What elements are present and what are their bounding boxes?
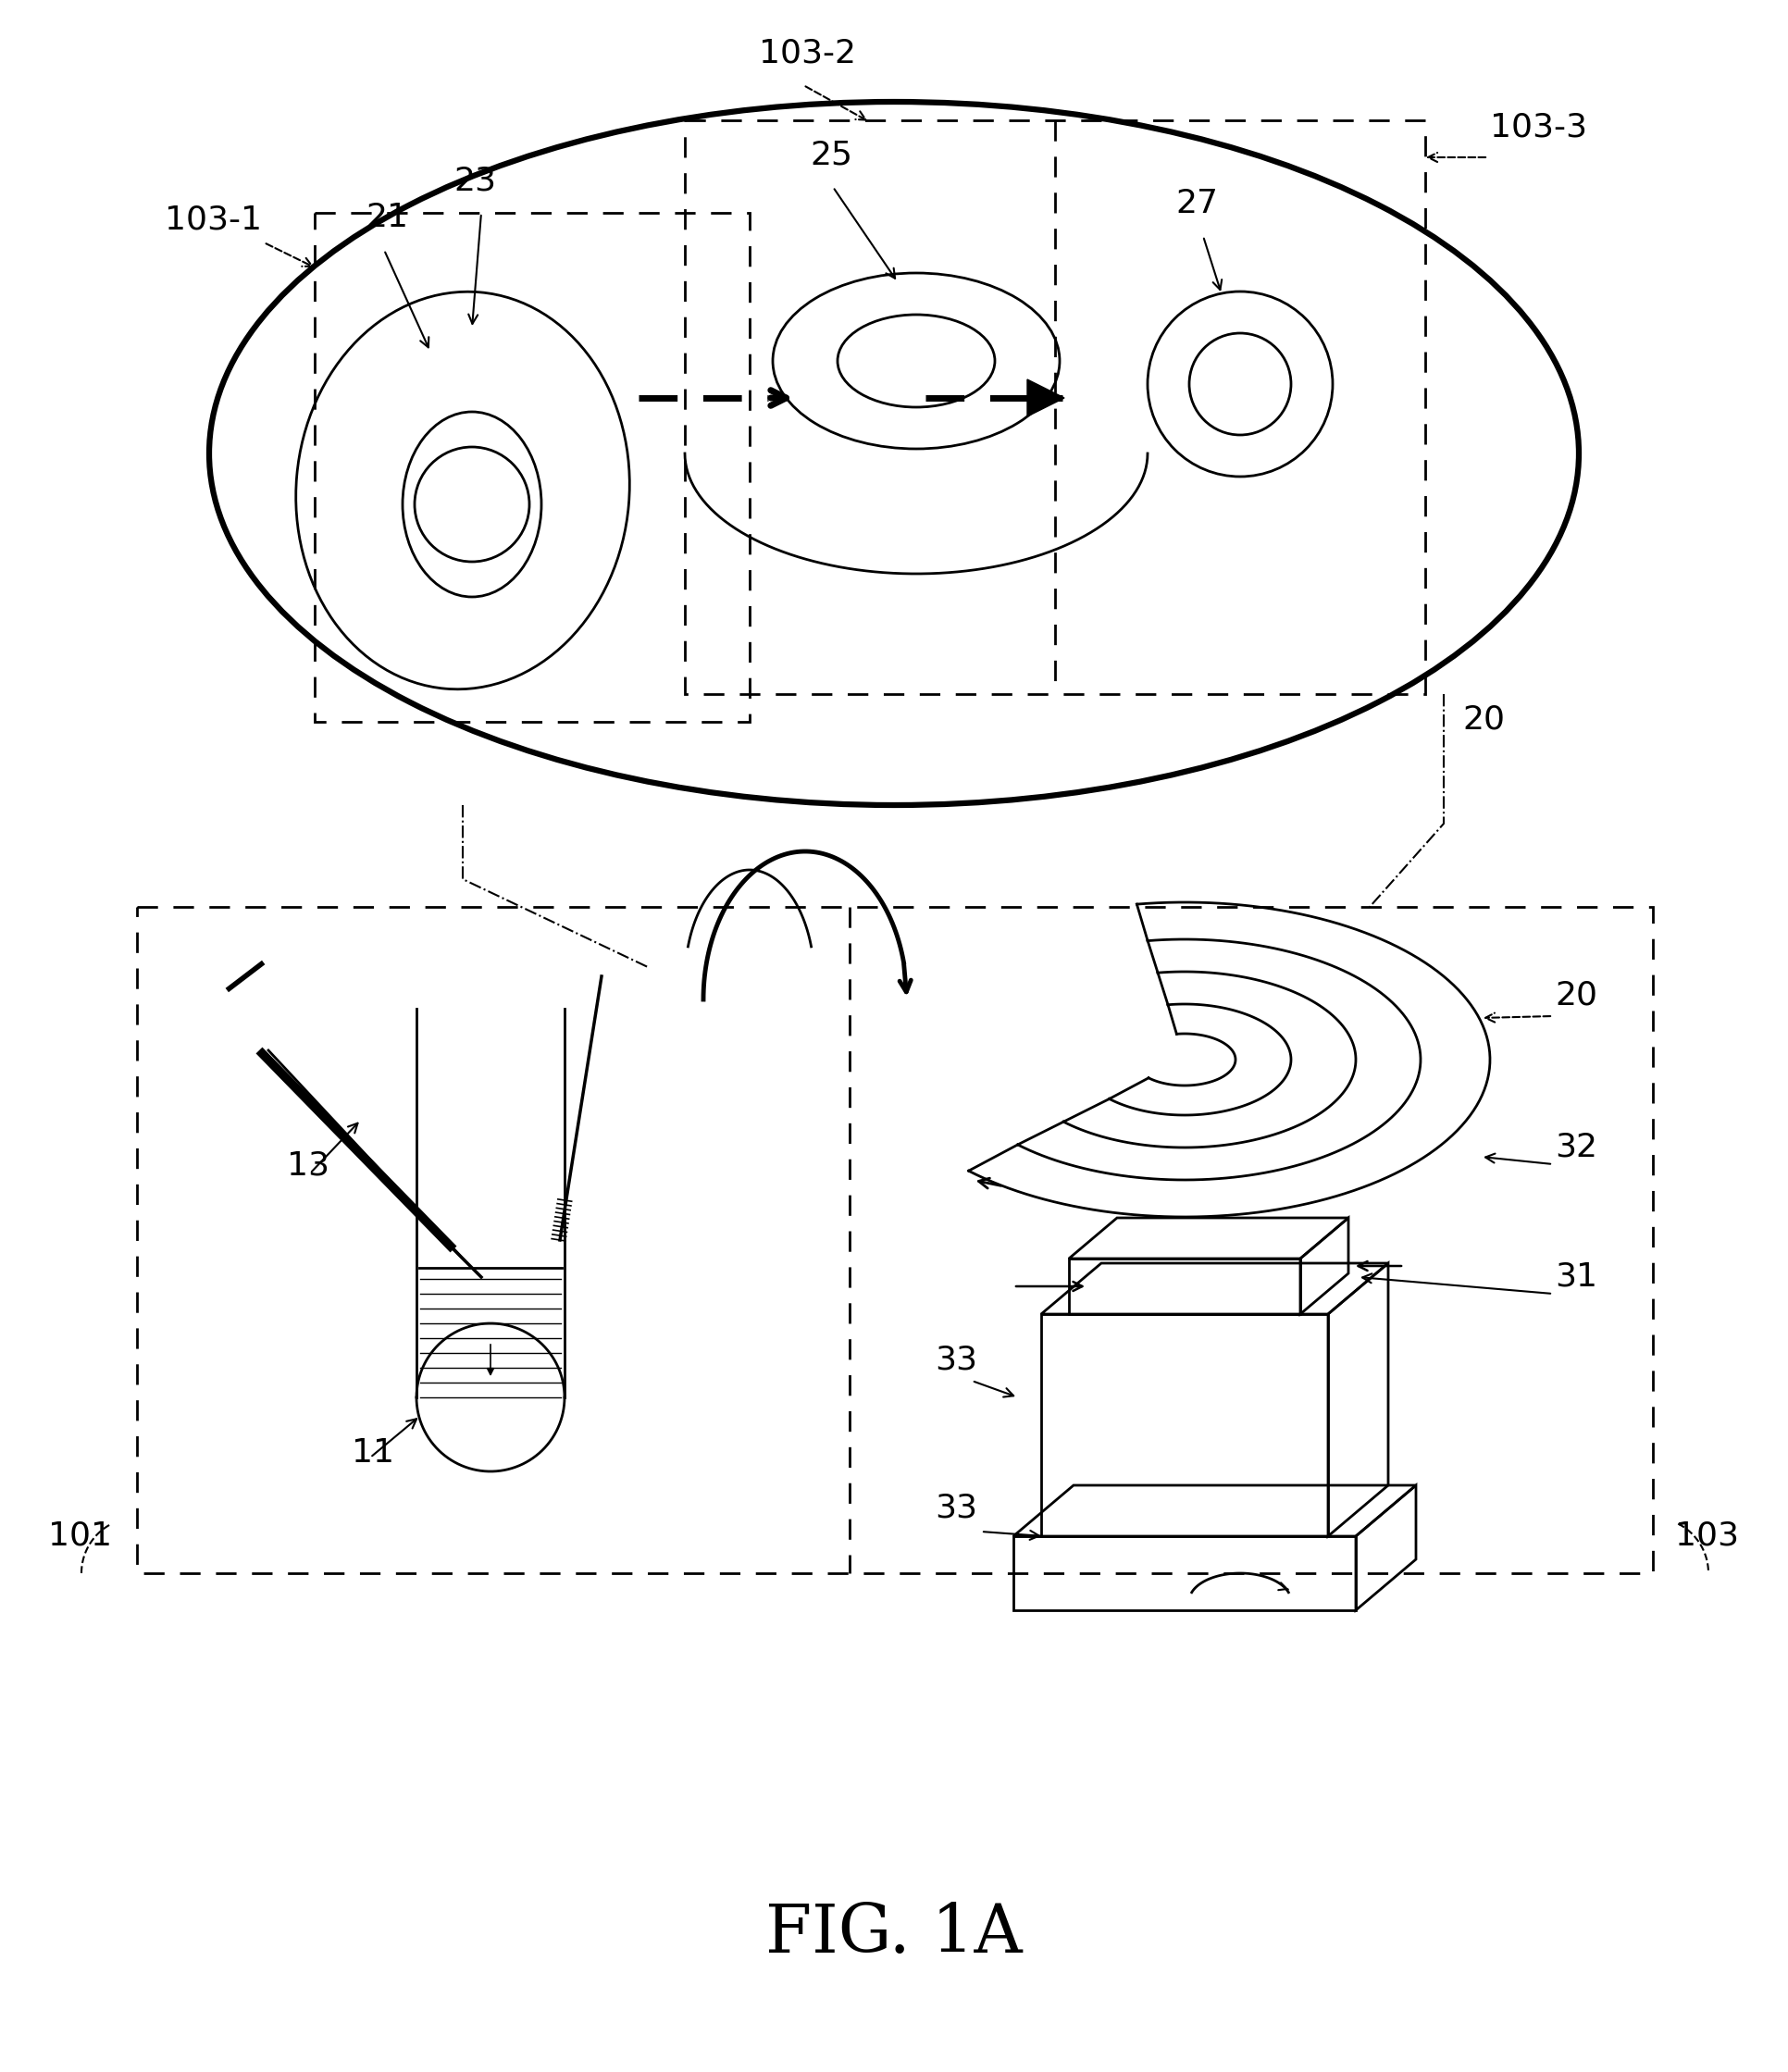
Text: FIG. 1A: FIG. 1A [765, 1902, 1023, 1966]
Text: 21: 21 [365, 201, 408, 234]
Circle shape [1189, 334, 1291, 435]
Text: 103: 103 [1675, 1521, 1740, 1552]
Text: 31: 31 [1556, 1262, 1597, 1293]
Circle shape [415, 448, 529, 562]
Text: 11: 11 [352, 1438, 393, 1469]
Text: 27: 27 [1175, 189, 1218, 220]
Text: 32: 32 [1556, 1131, 1597, 1162]
Text: 103-2: 103-2 [758, 37, 856, 68]
Bar [1069, 1258, 1300, 1314]
Text: 33: 33 [935, 1345, 978, 1376]
Bar [1041, 1314, 1328, 1535]
Text: 23: 23 [454, 164, 495, 197]
Bar [1014, 1535, 1355, 1610]
Text: 103-1: 103-1 [164, 205, 261, 236]
Text: 33: 33 [935, 1492, 978, 1525]
Text: 103-3: 103-3 [1489, 112, 1588, 143]
Text: 25: 25 [810, 139, 853, 172]
Text: 101: 101 [48, 1521, 113, 1552]
Text: 13: 13 [286, 1150, 329, 1181]
Text: 20: 20 [1556, 980, 1597, 1011]
Polygon shape [1028, 379, 1064, 416]
Text: 20: 20 [1463, 702, 1505, 736]
